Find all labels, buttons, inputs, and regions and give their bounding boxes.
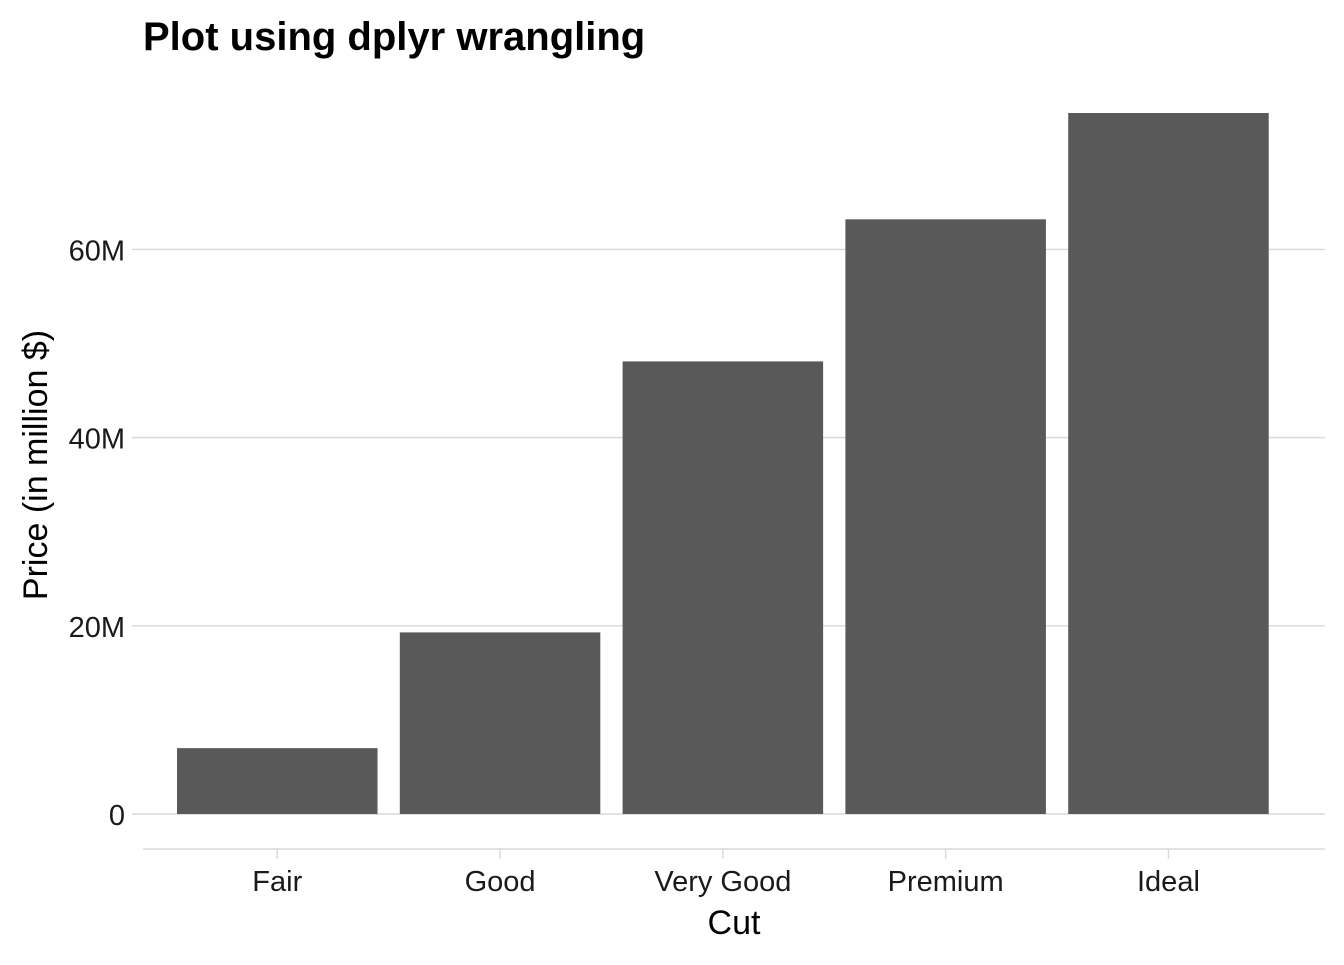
bar [399, 632, 601, 814]
x-tick-label: Very Good [654, 866, 791, 898]
x-tick-label: Fair [252, 866, 302, 898]
bar [622, 361, 824, 814]
bar [1068, 113, 1269, 814]
x-axis-title: Cut [708, 904, 761, 942]
y-tick-label: 20M [69, 612, 125, 644]
y-axis: 0 20M 40M 60M [69, 235, 125, 832]
bars [177, 113, 1269, 814]
y-tick-label: 0 [109, 800, 125, 832]
chart-title: Plot using dplyr wrangling [143, 15, 645, 59]
y-tick-label: 40M [69, 424, 125, 456]
bar [845, 219, 1046, 814]
y-tick-label: 60M [69, 235, 125, 267]
x-axis: Fair Good Very Good Premium Ideal [143, 848, 1325, 898]
x-tick-label: Good [465, 866, 536, 898]
x-tick-label: Ideal [1137, 866, 1200, 898]
y-axis-title: Price (in million $) [17, 330, 55, 600]
x-tick-label: Premium [888, 866, 1004, 898]
bar [177, 748, 378, 814]
